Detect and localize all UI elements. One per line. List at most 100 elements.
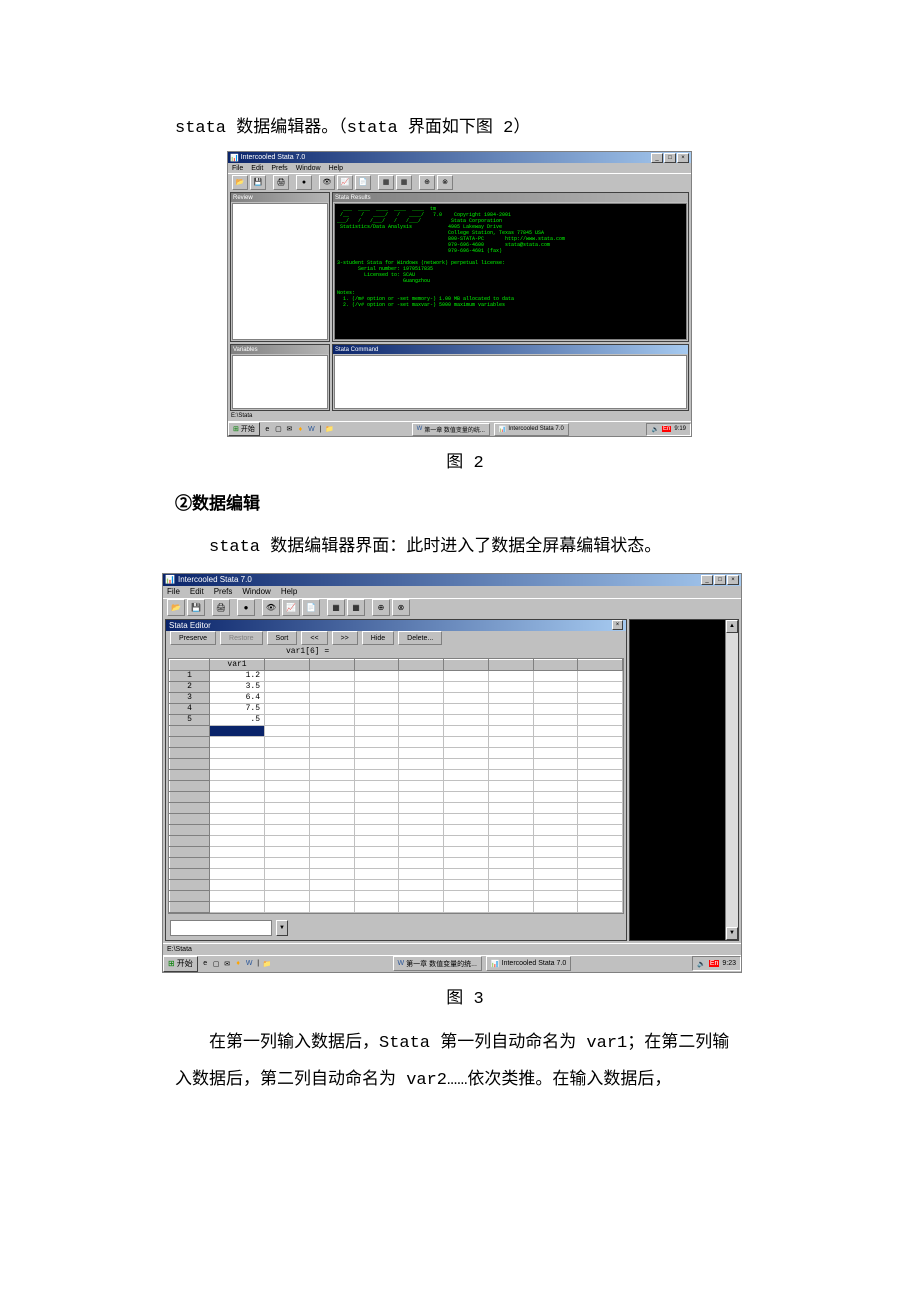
fig3-tray-ime-icon[interactable]: En [709, 960, 720, 967]
tool-more-icon[interactable]: ⊕ [419, 175, 435, 190]
editor-grid[interactable]: var111.223.536.447.55.5 [168, 658, 624, 914]
variables-title: Variables [231, 345, 329, 354]
fig3-tool-print-icon[interactable]: 🖨 [212, 599, 230, 616]
editor-sort-button[interactable]: Sort [267, 631, 298, 645]
tool-browse-icon[interactable]: ▦ [396, 175, 412, 190]
word-icon: W [417, 426, 423, 432]
fig3-ql-explorer-icon[interactable]: 📁 [263, 959, 272, 968]
fig3-taskbar-task-stata[interactable]: 📊 Intercooled Stata 7.0 [486, 956, 571, 971]
tool-save-icon[interactable]: 💾 [250, 175, 266, 190]
command-body[interactable] [334, 355, 687, 409]
tool-open-icon[interactable]: 📂 [232, 175, 248, 190]
fig3-min-button[interactable]: _ [701, 575, 713, 585]
close-button[interactable]: × [677, 153, 689, 163]
editor-shiftright-button[interactable]: >> [332, 631, 358, 645]
variables-window: Variables [230, 344, 330, 411]
editor-toolbar: Preserve Restore Sort << >> Hide Delete.… [166, 631, 626, 646]
fig3-task-stata-label: Intercooled Stata 7.0 [502, 960, 567, 967]
fig2-caption: 图 2 [175, 447, 755, 473]
fig3-tool-viewer-icon[interactable]: 👁 [262, 599, 280, 616]
scroll-up-icon[interactable]: ▲ [726, 620, 738, 633]
review-body[interactable] [232, 203, 328, 340]
tool-edit-icon[interactable]: ▦ [378, 175, 394, 190]
max-button[interactable]: □ [664, 153, 676, 163]
ql-oe-icon[interactable]: ✉ [285, 425, 294, 434]
fig3-ql-ie-icon[interactable]: e [201, 959, 210, 968]
results-body: ___ ____ ____ ____ ____ tm /__ / ____/ /… [334, 203, 687, 340]
fig3-ql-oe-icon[interactable]: ✉ [223, 959, 232, 968]
tool-graph-icon[interactable]: 📈 [337, 175, 353, 190]
fig3-menu-edit[interactable]: Edit [190, 587, 204, 596]
editor-command-field[interactable] [170, 920, 272, 936]
col-header-var1[interactable]: var1 [210, 659, 265, 670]
tray-ime-icon[interactable]: En [662, 426, 671, 432]
fig3-tool-do-icon[interactable]: 📄 [302, 599, 320, 616]
tool-do-icon[interactable]: 📄 [355, 175, 371, 190]
min-button[interactable]: _ [651, 153, 663, 163]
menu-window[interactable]: Window [296, 165, 321, 172]
menu-edit[interactable]: Edit [251, 165, 263, 172]
start-label: 开始 [241, 424, 255, 434]
stata-icon: 📊 [499, 426, 506, 433]
fig3-taskbar-task-doc[interactable]: W 第一章 数值变量的统... [393, 956, 482, 971]
fig3-menu-help[interactable]: Help [281, 587, 297, 596]
fig3-menu-file[interactable]: File [167, 587, 180, 596]
taskbar-task-stata[interactable]: 📊 Intercooled Stata 7.0 [494, 423, 569, 436]
fig3-stata-icon: 📊 [491, 960, 500, 968]
fig3-word-icon: W [398, 960, 405, 967]
ql-explorer-icon[interactable]: 📁 [325, 425, 334, 434]
fig3-menu-window[interactable]: Window [242, 587, 270, 596]
fig3-max-button[interactable]: □ [714, 575, 726, 585]
fig3-ql-desktop-icon[interactable]: ▢ [212, 959, 221, 968]
editor-window: Stata Editor × Preserve Restore Sort << … [165, 619, 627, 941]
fig3-tool-graph-icon[interactable]: 📈 [282, 599, 300, 616]
variables-body[interactable] [232, 355, 328, 409]
editor-preserve-button[interactable]: Preserve [170, 631, 216, 645]
fig3-tool-browse-icon[interactable]: ▦ [347, 599, 365, 616]
fig3-tool-save-icon[interactable]: 💾 [187, 599, 205, 616]
fig3-close-button[interactable]: × [727, 575, 739, 585]
variables-scrollbar[interactable]: ▲ ▼ [725, 620, 738, 940]
taskbar-task-doc[interactable]: W 第一章 数值变量的统... [412, 423, 490, 436]
fig3-title-text: Intercooled Stata 7.0 [178, 575, 252, 584]
active-cell[interactable] [210, 725, 265, 736]
editor-shiftleft-button[interactable]: << [301, 631, 327, 645]
fig3-tray-icon-1[interactable]: 🔊 [697, 960, 706, 968]
ql-app-icon[interactable]: ♦ [296, 425, 305, 434]
fig3-tool-break-icon[interactable]: ⊗ [392, 599, 410, 616]
variables-list[interactable] [630, 620, 725, 940]
tool-print-icon[interactable]: 🖨 [273, 175, 289, 190]
tool-viewer-icon[interactable]: 👁 [319, 175, 335, 190]
fig3-system-tray: 🔊 En 9:23 [692, 956, 741, 971]
fig3-caption: 图 3 [175, 983, 755, 1009]
fig2-titlebar: 📊 Intercooled Stata 7.0 _ □ × [228, 152, 691, 163]
fig3-tool-more-icon[interactable]: ⊕ [372, 599, 390, 616]
command-window: Stata Command [332, 344, 689, 411]
menu-help[interactable]: Help [329, 165, 343, 172]
fig3-app-icon: 📊 [165, 575, 175, 584]
fig3-start-button[interactable]: ⊞ 开始 [163, 956, 198, 972]
fig3-variables-pane: ▲ ▼ [629, 619, 739, 941]
tool-break-icon[interactable]: ⊗ [437, 175, 453, 190]
editor-hide-button[interactable]: Hide [362, 631, 394, 645]
data-table[interactable]: var111.223.536.447.55.5 [169, 659, 623, 913]
ql-word-icon[interactable]: W [307, 425, 316, 434]
tray-icon-1[interactable]: 🔊 [651, 426, 658, 433]
editor-restore-button[interactable]: Restore [220, 631, 263, 645]
fig3-tool-edit-icon[interactable]: ▦ [327, 599, 345, 616]
menu-prefs[interactable]: Prefs [271, 165, 287, 172]
fig3-ql-app-icon[interactable]: ♦ [234, 959, 243, 968]
start-button[interactable]: ⊞ 开始 [228, 422, 260, 436]
editor-close-button[interactable]: × [612, 620, 623, 630]
menu-file[interactable]: File [232, 165, 243, 172]
editor-command-dropdown-icon[interactable]: ▼ [276, 920, 288, 936]
ql-desktop-icon[interactable]: ▢ [274, 425, 283, 434]
tool-log-icon[interactable]: ● [296, 175, 312, 190]
editor-delete-button[interactable]: Delete... [398, 631, 442, 645]
fig3-tool-log-icon[interactable]: ● [237, 599, 255, 616]
ql-ie-icon[interactable]: e [263, 425, 272, 434]
fig3-tool-open-icon[interactable]: 📂 [167, 599, 185, 616]
fig3-menu-prefs[interactable]: Prefs [214, 587, 233, 596]
fig3-ql-word-icon[interactable]: W [245, 959, 254, 968]
scroll-down-icon[interactable]: ▼ [726, 927, 738, 940]
